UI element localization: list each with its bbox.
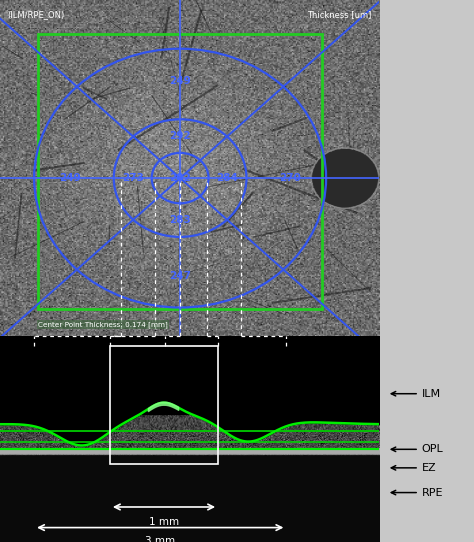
Text: 284: 284 <box>217 173 238 183</box>
Text: Thickness [um]: Thickness [um] <box>307 10 372 19</box>
Text: 249: 249 <box>169 76 191 86</box>
Text: 1 mm: 1 mm <box>149 517 179 527</box>
Bar <box>38 34 322 309</box>
Text: ILM: ILM <box>391 389 441 399</box>
Text: 283: 283 <box>169 215 191 225</box>
Text: 247: 247 <box>169 270 191 281</box>
Text: (ILM/RPE_ON): (ILM/RPE_ON) <box>8 10 65 19</box>
Text: OPL: OPL <box>391 444 444 454</box>
Text: 3 mm: 3 mm <box>145 536 175 542</box>
Bar <box>110 346 218 464</box>
Circle shape <box>313 150 377 207</box>
Text: EZ: EZ <box>391 463 437 473</box>
Text: RPE: RPE <box>391 488 443 498</box>
Text: 202: 202 <box>169 173 191 183</box>
Text: 270: 270 <box>279 173 301 183</box>
Text: 292: 292 <box>169 131 191 141</box>
Text: Center Point Thickness: 0.174 [mm]: Center Point Thickness: 0.174 [mm] <box>38 321 168 327</box>
Text: 249: 249 <box>59 173 81 183</box>
Text: 273: 273 <box>122 173 144 183</box>
